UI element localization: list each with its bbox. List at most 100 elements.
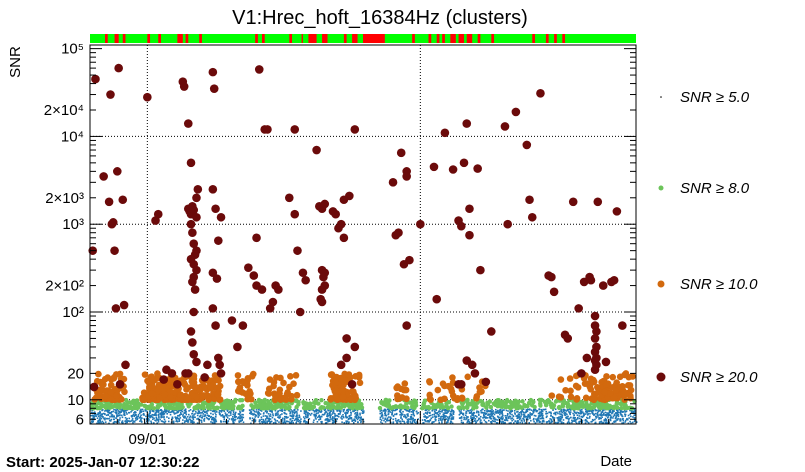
point-snr5	[214, 415, 217, 418]
point-snr5	[527, 415, 530, 418]
point-snr5	[584, 419, 587, 422]
point-snr5	[613, 413, 616, 416]
point-snr5	[354, 419, 357, 422]
point-snr5	[239, 417, 241, 419]
point-snr5	[340, 417, 342, 419]
point-snr5	[395, 413, 398, 416]
point-snr5	[183, 409, 186, 412]
point-snr5	[249, 417, 251, 419]
point-snr10	[441, 395, 448, 403]
point-snr5	[293, 408, 296, 411]
point-snr5	[490, 414, 493, 416]
point-snr5	[494, 411, 497, 413]
point-snr20	[350, 342, 360, 352]
point-snr5	[560, 408, 563, 411]
point-snr5	[557, 419, 560, 422]
point-snr5	[582, 415, 585, 417]
point-snr5	[251, 419, 254, 422]
point-snr5	[536, 421, 538, 423]
point-snr5	[574, 419, 577, 421]
point-snr5	[257, 408, 260, 411]
point-snr5	[352, 419, 355, 422]
point-snr5	[134, 412, 136, 414]
point-snr5	[152, 409, 155, 412]
point-snr5	[391, 412, 393, 414]
point-snr5	[593, 413, 596, 416]
point-snr5	[255, 409, 258, 411]
point-snr5	[624, 415, 627, 417]
point-snr10	[148, 390, 156, 397]
point-snr5	[586, 414, 589, 416]
point-snr5	[460, 417, 463, 419]
point-snr5	[490, 422, 493, 425]
point-snr5	[396, 421, 398, 423]
point-snr5	[171, 409, 174, 412]
point-snr5	[234, 411, 237, 414]
point-snr5	[487, 409, 490, 412]
point-snr5	[437, 413, 440, 416]
point-snr20	[503, 219, 512, 229]
point-snr20	[208, 304, 218, 313]
point-snr5	[266, 411, 268, 414]
point-snr5	[191, 412, 194, 415]
point-snr5	[599, 416, 601, 419]
point-snr20	[476, 265, 485, 275]
point-snr5	[125, 418, 128, 421]
point-snr5	[290, 408, 292, 411]
point-snr5	[314, 415, 317, 418]
point-snr10	[102, 392, 109, 400]
point-snr5	[103, 417, 106, 420]
point-snr10	[448, 388, 456, 395]
point-snr5	[296, 409, 299, 411]
point-snr5	[346, 416, 349, 419]
point-snr5	[487, 419, 490, 422]
point-snr5	[190, 419, 192, 422]
point-snr5	[119, 409, 121, 411]
point-snr5	[274, 421, 277, 423]
point-snr5	[423, 415, 425, 418]
point-snr5	[329, 416, 332, 419]
point-snr5	[560, 421, 563, 423]
point-snr5	[179, 414, 181, 416]
point-snr5	[460, 412, 463, 415]
point-snr5	[470, 410, 473, 413]
point-snr5	[303, 417, 306, 420]
point-snr5	[124, 409, 127, 412]
point-snr5	[541, 413, 544, 415]
point-snr5	[182, 413, 184, 416]
point-snr5	[623, 409, 626, 412]
point-snr5	[157, 408, 160, 411]
point-snr5	[333, 421, 336, 423]
point-snr5	[94, 411, 96, 414]
point-snr8	[225, 405, 231, 410]
point-snr20	[590, 311, 600, 321]
status-bad-segment	[450, 34, 456, 43]
point-snr10	[93, 377, 101, 385]
point-snr5	[480, 421, 483, 424]
point-snr5	[388, 409, 391, 412]
point-snr5	[182, 419, 184, 421]
point-snr5	[284, 412, 286, 415]
point-snr5	[458, 413, 461, 416]
point-snr5	[359, 414, 361, 416]
point-snr8	[329, 403, 335, 409]
point-snr10	[212, 374, 219, 382]
point-snr5	[462, 422, 464, 425]
point-snr5	[221, 414, 224, 416]
status-bad-segment	[261, 34, 265, 43]
point-snr20	[284, 193, 294, 203]
point-snr20	[331, 209, 341, 219]
point-snr5	[606, 414, 608, 416]
point-snr5	[594, 422, 596, 425]
point-snr5	[323, 409, 326, 412]
point-snr5	[331, 422, 334, 424]
point-snr5	[396, 422, 398, 424]
point-snr5	[448, 417, 450, 420]
point-snr5	[435, 409, 438, 412]
point-snr5	[460, 421, 463, 424]
point-snr5	[295, 421, 298, 424]
point-snr5	[609, 414, 612, 417]
point-snr8	[434, 402, 440, 408]
point-snr5	[258, 420, 261, 423]
point-snr5	[157, 414, 160, 417]
